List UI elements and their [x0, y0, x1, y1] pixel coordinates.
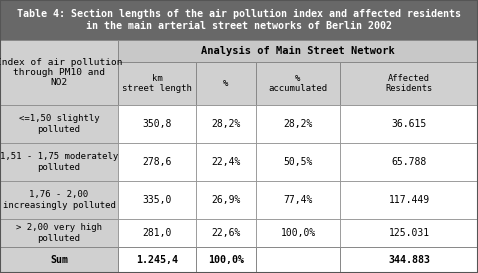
Text: Index of air pollution
through PM10 and
NO2: Index of air pollution through PM10 and …	[0, 58, 122, 87]
Bar	[340, 105, 478, 143]
Text: 335,0: 335,0	[142, 195, 172, 205]
Bar	[256, 181, 340, 219]
Bar	[118, 143, 196, 181]
Bar	[256, 62, 340, 105]
Text: 65.788: 65.788	[391, 157, 427, 167]
Text: 100,0%: 100,0%	[208, 255, 244, 265]
Text: %
accumulated: % accumulated	[269, 74, 327, 93]
Bar	[118, 105, 196, 143]
Text: 22,6%: 22,6%	[211, 228, 241, 238]
Text: 281,0: 281,0	[142, 228, 172, 238]
Text: 50,5%: 50,5%	[283, 157, 313, 167]
Bar	[256, 143, 340, 181]
Bar	[0, 143, 118, 181]
Text: 28,2%: 28,2%	[283, 119, 313, 129]
Bar	[340, 62, 478, 105]
Bar	[340, 247, 478, 273]
Bar	[196, 181, 256, 219]
Text: 125.031: 125.031	[389, 228, 430, 238]
Text: 1,76 - 2,00
increasingly polluted: 1,76 - 2,00 increasingly polluted	[2, 190, 116, 210]
Text: 26,9%: 26,9%	[211, 195, 241, 205]
Bar	[118, 40, 478, 62]
Bar	[340, 143, 478, 181]
Text: Affected
Residents: Affected Residents	[385, 74, 433, 93]
Bar	[196, 105, 256, 143]
Bar	[0, 181, 118, 219]
Text: 77,4%: 77,4%	[283, 195, 313, 205]
Bar	[0, 219, 118, 247]
Bar	[340, 219, 478, 247]
Text: 278,6: 278,6	[142, 157, 172, 167]
Text: Analysis of Main Street Network: Analysis of Main Street Network	[201, 46, 395, 56]
Bar	[196, 143, 256, 181]
Text: 22,4%: 22,4%	[211, 157, 241, 167]
Text: 28,2%: 28,2%	[211, 119, 241, 129]
Text: %: %	[223, 79, 228, 88]
Text: km
street length: km street length	[122, 74, 192, 93]
Bar	[0, 0, 478, 40]
Text: 1.245,4: 1.245,4	[136, 255, 178, 265]
Text: 100,0%: 100,0%	[281, 228, 315, 238]
Bar	[196, 247, 256, 273]
Bar	[196, 62, 256, 105]
Text: > 2,00 very high
polluted: > 2,00 very high polluted	[16, 223, 102, 243]
Text: 1,51 - 1,75 moderately
polluted: 1,51 - 1,75 moderately polluted	[0, 152, 118, 172]
Bar	[118, 181, 196, 219]
Bar	[118, 247, 196, 273]
Bar	[256, 105, 340, 143]
Text: 344.883: 344.883	[388, 255, 430, 265]
Bar	[0, 40, 118, 105]
Text: Table 4: Section lengths of the air pollution index and affected residents
in th: Table 4: Section lengths of the air poll…	[17, 9, 461, 31]
Text: <=1,50 slightly
polluted: <=1,50 slightly polluted	[19, 114, 99, 134]
Text: Sum: Sum	[50, 255, 68, 265]
Bar	[0, 247, 118, 273]
Bar	[256, 219, 340, 247]
Text: 350,8: 350,8	[142, 119, 172, 129]
Text: 36.615: 36.615	[391, 119, 427, 129]
Bar	[118, 62, 196, 105]
Bar	[256, 247, 340, 273]
Bar	[340, 181, 478, 219]
Bar	[118, 219, 196, 247]
Bar	[0, 105, 118, 143]
Text: 117.449: 117.449	[389, 195, 430, 205]
Bar	[196, 219, 256, 247]
